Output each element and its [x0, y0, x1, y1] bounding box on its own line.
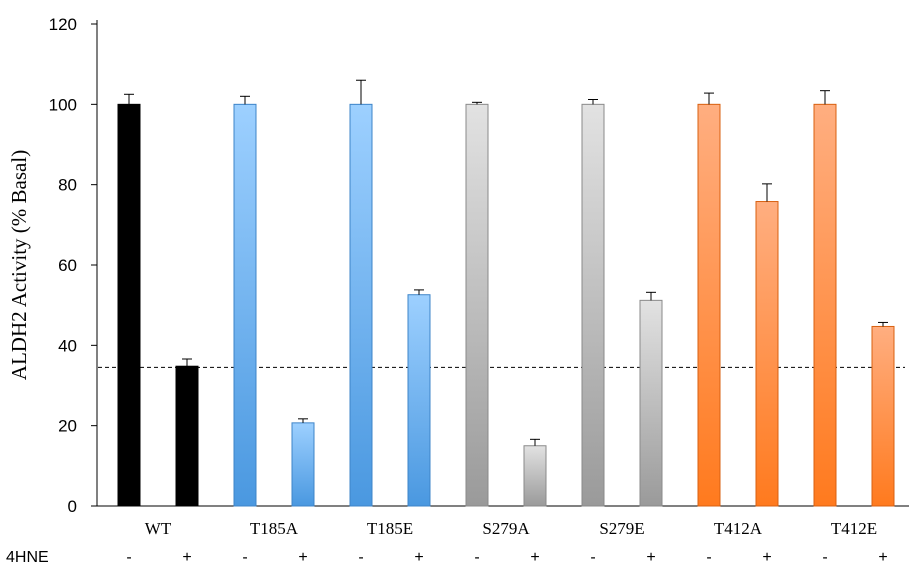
bar-t185a-minus	[233, 103, 257, 507]
x-category-label: T412E	[831, 519, 877, 538]
x-category-label: T185A	[250, 519, 299, 538]
treatment-sign: +	[530, 549, 539, 566]
treatment-sign: -	[706, 549, 711, 566]
y-tick-label: 80	[58, 176, 77, 195]
x-category-label: T412A	[714, 519, 763, 538]
x-category-label: S279A	[482, 519, 530, 538]
y-tick-label: 40	[58, 336, 77, 355]
axes	[91, 20, 909, 507]
y-tick-label: 120	[49, 15, 77, 34]
treatment-sign: +	[414, 549, 423, 566]
y-axis-label: ALDH2 Activity (% Basal)	[7, 150, 31, 380]
treatment-sign: -	[474, 549, 479, 566]
treatment-sign: +	[762, 549, 771, 566]
treatment-sign: -	[358, 549, 363, 566]
treatment-sign: -	[590, 549, 595, 566]
bar-t412a-minus	[697, 103, 721, 507]
bars	[117, 79, 895, 507]
bar-wt-plus	[175, 365, 199, 507]
treatment-sign: -	[822, 549, 827, 566]
y-tick-label: 100	[49, 95, 77, 114]
x-category-label: T185E	[367, 519, 413, 538]
treatment-sign: +	[646, 549, 655, 566]
treatment-sign: +	[878, 549, 887, 566]
bar-s279e-plus	[639, 299, 663, 507]
bar-t412e-minus	[813, 103, 837, 507]
treatment-sign: +	[182, 549, 191, 566]
bar-t185a-plus	[291, 422, 315, 507]
bar-s279a-plus	[523, 445, 547, 507]
treatment-label: 4HNE	[6, 549, 49, 566]
bar-t412e-plus	[871, 325, 895, 507]
bar-t185e-plus	[407, 294, 431, 507]
bar-s279a-minus	[465, 103, 489, 507]
y-tick-label: 0	[68, 497, 77, 516]
y-tick-label: 60	[58, 256, 77, 275]
bar-wt-minus	[117, 103, 141, 507]
treatment-sign: -	[242, 549, 247, 566]
labels: 0 20 40 60 80 100 120 ALDH2 Activity (% Basal) -…	[6, 15, 888, 566]
bar-t185e-minus	[349, 103, 373, 507]
treatment-sign: +	[298, 549, 307, 566]
x-category-label: S279E	[599, 519, 644, 538]
bar-t412a-plus	[755, 201, 779, 507]
x-category-label: WT	[145, 519, 172, 538]
y-tick-label: 20	[58, 417, 77, 436]
bar-s279e-minus	[581, 103, 605, 507]
treatment-sign: -	[126, 549, 131, 566]
